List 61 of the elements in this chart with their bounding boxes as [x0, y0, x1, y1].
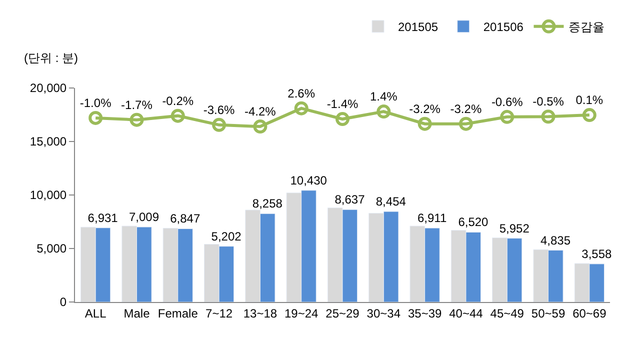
point: [582, 108, 596, 122]
point: [294, 101, 308, 116]
data-label: 8,454: [376, 194, 406, 209]
data-label: -0.6%: [491, 95, 524, 110]
data-label: -0.5%: [532, 94, 564, 109]
y-tick-label: 5,000: [36, 242, 67, 256]
x-tick-label: 13~18: [243, 306, 278, 320]
point: [541, 110, 556, 124]
data-label: 6,520: [458, 215, 489, 230]
point: [418, 116, 432, 131]
y-tick-label: 20,000: [30, 81, 67, 96]
x-tick-label: 50~59: [531, 306, 566, 320]
data-label: 0.1%: [576, 93, 604, 108]
x-tick-label: 40~44: [449, 306, 484, 320]
legend-label: 201505: [398, 20, 438, 34]
point: [130, 112, 144, 127]
data-label: -3.6%: [203, 103, 236, 118]
point: [253, 120, 268, 134]
legend-label: 증감율: [568, 20, 605, 34]
y-tick-label: 0: [60, 295, 67, 310]
y-tick-label: 15,000: [30, 134, 67, 149]
point: [376, 104, 391, 119]
data-label: -1.4%: [326, 97, 358, 112]
data-label: 2.6%: [288, 86, 316, 100]
data-label: 7,009: [128, 210, 160, 224]
x-tick-label: 7~12: [206, 306, 233, 320]
point: [336, 112, 350, 126]
data-label: 3,558: [582, 246, 612, 261]
x-tick-label: ALL: [84, 306, 107, 320]
data-label: 1.4%: [370, 90, 398, 104]
data-label: -1.0%: [80, 96, 112, 110]
point: [170, 108, 185, 123]
data-label: 5,202: [211, 229, 242, 244]
point: [458, 116, 473, 131]
data-label: 10,430: [290, 173, 328, 188]
data-label: -3.2%: [450, 102, 482, 116]
data-label: 6,931: [88, 210, 118, 225]
x-tick-label: Male: [124, 306, 150, 320]
y-tick-label: 10,000: [30, 188, 67, 202]
data-label: -1.7%: [121, 98, 153, 112]
data-label: 4,835: [540, 233, 571, 248]
data-label: -3.2%: [409, 102, 441, 116]
legend-label: 201506: [483, 20, 524, 34]
point: [88, 110, 103, 125]
x-tick-label: 30~34: [366, 306, 401, 320]
point: [500, 110, 514, 124]
data-label: 6,847: [170, 212, 200, 226]
x-tick-label: 25~29: [326, 306, 360, 320]
data-label: 6,911: [417, 211, 447, 226]
data-label: 5,952: [499, 221, 530, 236]
y-axis-title: (단위 : 분): [24, 51, 78, 65]
x-tick-label: Female: [158, 306, 198, 320]
x-tick-label: 35~39: [408, 306, 442, 320]
data-label: 8,258: [252, 196, 283, 211]
data-label: -0.2%: [162, 94, 194, 108]
x-tick-label: 45~49: [490, 306, 524, 320]
data-label: -4.2%: [244, 104, 276, 119]
point: [212, 118, 226, 132]
x-tick-label: 19~24: [284, 306, 319, 320]
x-tick-label: 60~69: [572, 306, 607, 320]
data-label: 8,637: [334, 192, 366, 207]
